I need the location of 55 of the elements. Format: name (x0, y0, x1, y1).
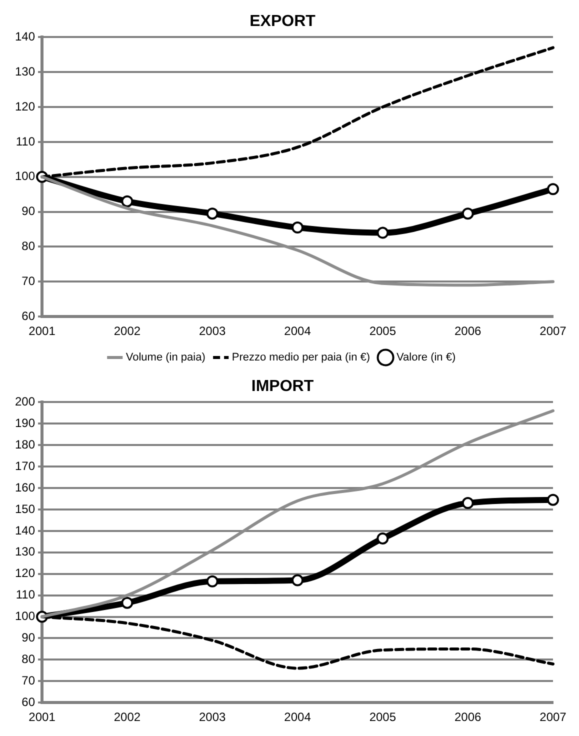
x-tick-label: 2002 (114, 324, 141, 338)
point (121, 195, 134, 208)
y-tick-label: 70 (22, 274, 36, 288)
y-tick-label: 140 (14, 523, 36, 538)
legend-label: Valore (in €) (396, 352, 456, 364)
y-tick-label: 120 (14, 99, 36, 114)
point (292, 574, 304, 586)
y-tick-label: 60 (22, 694, 36, 709)
x-tick-label: 2007 (540, 710, 567, 724)
y-tick-label: 200 (14, 394, 36, 409)
x-tick-label: 2003 (198, 324, 226, 338)
point (547, 183, 559, 196)
y-tick-label: 100 (14, 609, 36, 624)
legend-label: Prezzo medio per paia (in €) (232, 352, 370, 364)
point (462, 497, 474, 510)
x-tick-label: 2006 (454, 324, 482, 338)
y-tick-label: 100 (14, 169, 36, 184)
y-tick-label: 60 (22, 308, 36, 323)
y-tick-label: 80 (22, 239, 36, 254)
x-tick-label: 2004 (284, 710, 312, 724)
y-tick-label: 140 (14, 30, 36, 44)
y-tick-label: 150 (14, 502, 36, 516)
x-tick-label: 2003 (198, 710, 226, 724)
point (121, 596, 134, 609)
x-tick-label: 2005 (369, 324, 396, 338)
legend-label: Volume (in paia) (126, 352, 206, 364)
chart-title: EXPORT (250, 13, 316, 30)
y-tick-label: 120 (14, 566, 36, 580)
x-tick-label: 2006 (454, 710, 482, 724)
y-tick-label: 130 (14, 64, 36, 78)
chart-title: IMPORT (251, 378, 314, 396)
point (376, 532, 389, 544)
y-tick-label: 90 (22, 204, 36, 218)
point (206, 575, 218, 588)
y-tick-label: 130 (14, 544, 36, 559)
point (376, 226, 389, 239)
x-tick-label: 2005 (369, 710, 396, 724)
y-tick-label: 110 (16, 134, 36, 148)
y-tick-label: 70 (22, 673, 36, 688)
y-tick-label: 180 (14, 437, 36, 452)
x-tick-label: 2001 (28, 324, 56, 338)
y-tick-label: 170 (14, 458, 36, 473)
point (547, 494, 559, 506)
y-tick-label: 90 (22, 630, 36, 645)
y-tick-label: 190 (14, 416, 36, 430)
point (206, 208, 218, 220)
x-tick-label: 2007 (540, 324, 567, 338)
point (292, 222, 304, 234)
point (462, 208, 474, 220)
x-tick-label: 2002 (114, 710, 141, 724)
x-tick-label: 2001 (28, 710, 56, 724)
x-tick-label: 2004 (284, 324, 312, 338)
y-tick-label: 110 (16, 588, 36, 602)
y-tick-label: 160 (14, 480, 36, 494)
y-tick-label: 80 (22, 652, 36, 666)
